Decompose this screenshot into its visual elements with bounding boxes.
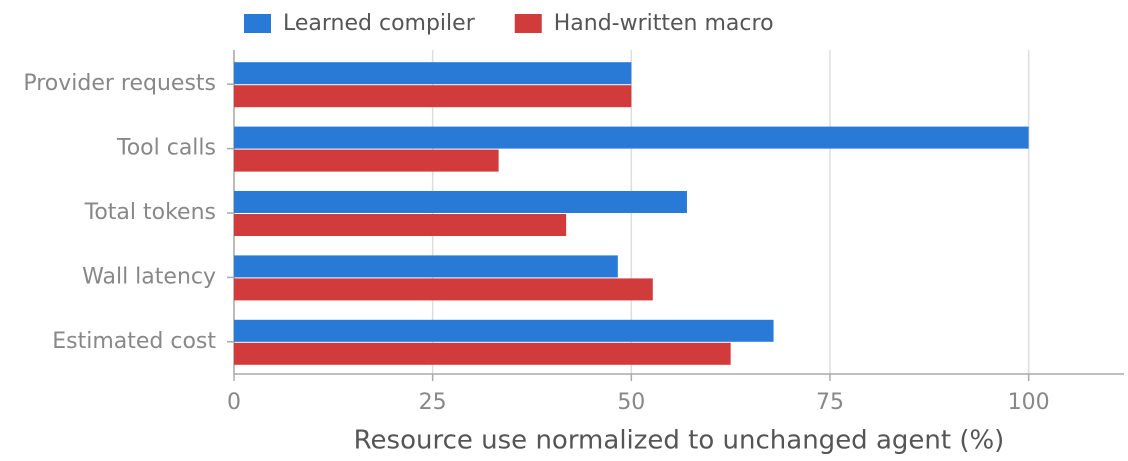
- bar: [234, 214, 567, 236]
- bar: [234, 126, 1029, 149]
- y-tick-label: Provider requests: [23, 71, 216, 96]
- x-tick-label: 0: [227, 390, 241, 415]
- bar: [234, 342, 731, 365]
- bar: [234, 62, 632, 85]
- bar: [234, 149, 499, 172]
- bar: [234, 191, 687, 213]
- legend-label: Learned compiler: [283, 11, 476, 36]
- bar: [234, 319, 774, 342]
- x-tick-label: 75: [816, 390, 844, 415]
- x-tick-label: 100: [1008, 390, 1050, 415]
- legend-swatch: [244, 14, 271, 33]
- bar: [234, 278, 653, 301]
- x-axis-label: Resource use normalized to unchanged age…: [354, 426, 1005, 456]
- x-tick-label: 50: [617, 390, 645, 415]
- x-tick-label: 25: [419, 390, 447, 415]
- y-tick-label: Wall latency: [82, 264, 216, 289]
- bar: [234, 85, 632, 108]
- legend-swatch: [514, 14, 542, 33]
- y-tick-label: Estimated cost: [52, 329, 216, 354]
- y-tick-label: Tool calls: [116, 136, 216, 161]
- legend-label: Hand-written macro: [554, 11, 774, 36]
- bar: [234, 255, 618, 278]
- y-tick-label: Total tokens: [84, 200, 216, 225]
